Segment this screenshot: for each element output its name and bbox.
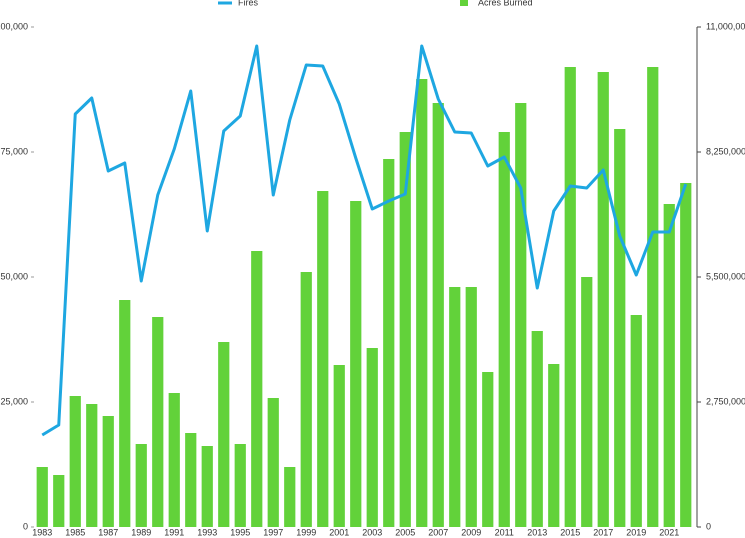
bar [630,315,642,527]
x-tick-label: 2015 [560,527,580,537]
y2-tick-label: 5,500,000 [706,271,745,281]
x-tick-label: 1997 [263,527,283,537]
bar [564,67,576,527]
y2-tick-label: 11,000,000 [706,21,745,31]
bar [548,364,560,527]
x-tick-label: 1995 [230,527,250,537]
bar [366,348,378,527]
x-tick-label: 2017 [593,527,613,537]
legend-swatch [460,0,468,6]
bar [317,191,329,527]
bar [531,331,543,527]
bar [152,317,164,527]
bar [383,159,395,527]
bar [168,393,180,527]
bar [267,398,279,527]
bar [53,475,65,527]
bar [218,342,230,527]
x-tick-label: 2003 [362,527,382,537]
legend-label: Acres Burned [478,0,533,7]
bar [36,467,48,527]
bar [251,251,263,527]
x-tick-label: 2007 [428,527,448,537]
bar [300,272,312,527]
y-tick-label: 50,000 [0,271,28,281]
bar [680,183,692,527]
y-tick-label: 0 [23,521,28,531]
bar [284,467,296,527]
bar [185,433,197,527]
x-tick-label: 1987 [98,527,118,537]
bar [663,204,675,527]
bar [482,372,494,527]
bar [581,277,593,527]
x-tick-label: 2021 [659,527,679,537]
bar [102,416,114,527]
y2-tick-label: 8,250,000 [706,146,745,156]
line [41,44,688,437]
x-tick-label: 1993 [197,527,217,537]
x-tick-label: 2013 [527,527,547,537]
bar [86,404,98,527]
bar [119,300,131,527]
bar [647,67,659,527]
bar [69,396,81,527]
bar [333,365,345,527]
bar [515,103,527,527]
bar [234,444,246,527]
y-tick-label: 25,000 [0,396,28,406]
bar [416,79,428,527]
x-tick-label: 1985 [65,527,85,537]
bar [465,287,477,527]
bar [449,287,461,527]
bar [135,444,147,527]
x-tick-label: 2019 [626,527,646,537]
bar [597,72,609,527]
x-tick-label: 2005 [395,527,415,537]
x-tick-label: 2011 [495,527,514,537]
x-tick-label: 1983 [32,527,52,537]
x-tick-label: 1991 [164,527,184,537]
bar [432,103,444,527]
y-tick-label: 100,000 [0,21,28,31]
x-tick-label: 1989 [131,527,151,537]
bar [201,446,213,527]
x-tick-label: 1999 [296,527,316,537]
x-tick-label: 2009 [461,527,481,537]
y2-tick-label: 0 [706,521,711,531]
y-tick-label: 75,000 [0,146,28,156]
x-tick-label: 2001 [329,527,349,537]
legend-label: Fires [238,0,258,7]
bar [498,132,510,527]
bar [399,132,411,527]
bar [614,129,626,527]
bar [350,201,362,527]
y2-tick-label: 2,750,000 [706,396,745,406]
